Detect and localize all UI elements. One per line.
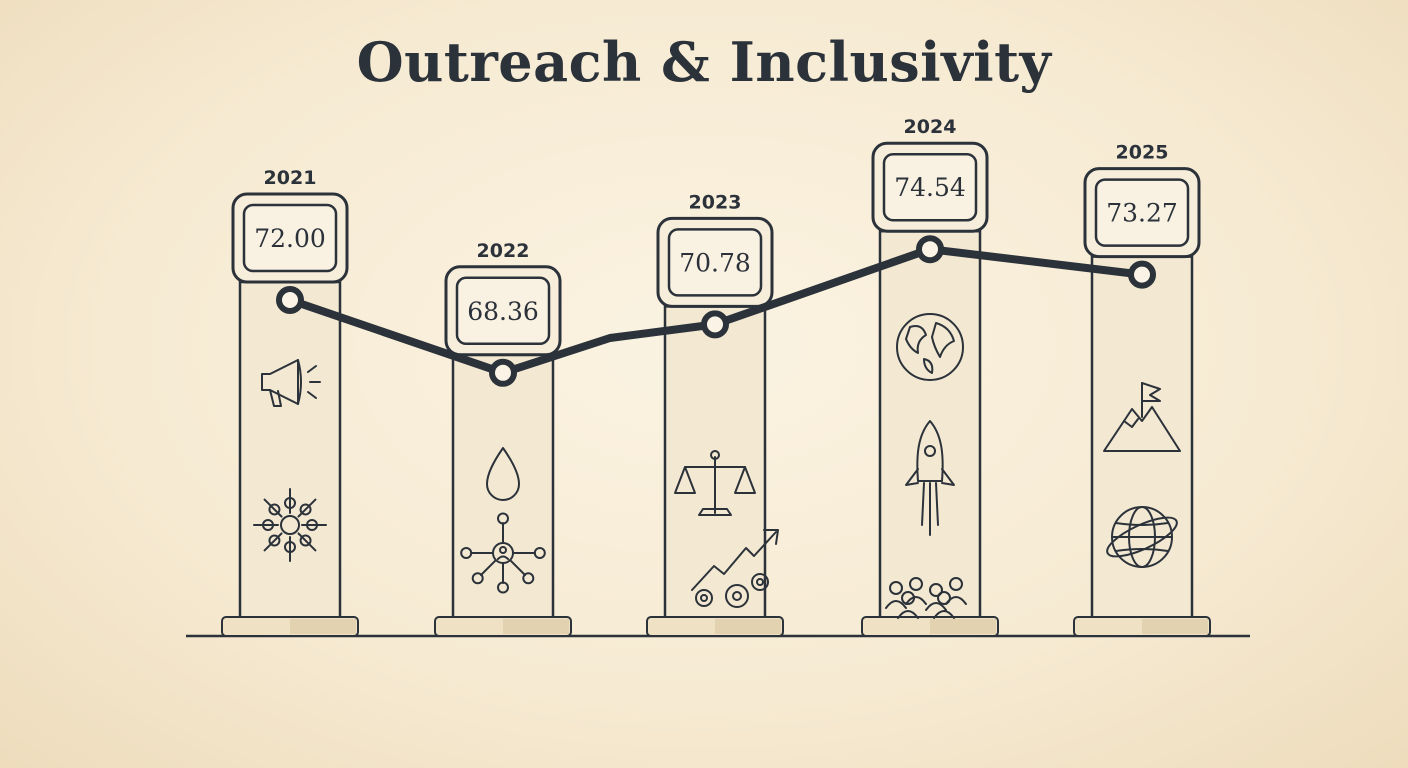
x-tick-label: 2024 bbox=[904, 116, 957, 138]
pillar-column bbox=[1090, 255, 1194, 620]
pillar-base-shade bbox=[503, 619, 569, 634]
x-tick-label: 2025 bbox=[1116, 142, 1169, 164]
x-tick-label: 2022 bbox=[477, 240, 530, 262]
pillar-base-shade bbox=[930, 619, 996, 634]
mountain-flag-icon bbox=[1103, 382, 1181, 452]
rocket-icon bbox=[905, 420, 955, 536]
network-icon bbox=[460, 512, 546, 594]
data-point-2021 bbox=[276, 286, 304, 314]
joined-hands-icon bbox=[253, 488, 327, 562]
value-box-inner bbox=[882, 152, 978, 222]
series-line bbox=[286, 245, 1146, 377]
value-box-inner bbox=[242, 203, 338, 273]
value-box-inner bbox=[1094, 178, 1190, 247]
pillar-base-shade bbox=[290, 619, 356, 634]
growth-gears-icon bbox=[691, 529, 779, 608]
pillar-base-shade bbox=[715, 619, 781, 634]
value-box-inner bbox=[667, 228, 763, 297]
data-label: 73.27 bbox=[1106, 199, 1178, 228]
data-label: 70.78 bbox=[679, 248, 751, 277]
pillar-column bbox=[238, 280, 342, 620]
data-point-2023 bbox=[701, 310, 729, 339]
data-label: 68.36 bbox=[467, 297, 539, 326]
pillar-2021: 72.00 2021 bbox=[221, 167, 359, 637]
pillar-2025: 73.27 2025 bbox=[1073, 142, 1211, 637]
data-label: 72.00 bbox=[254, 224, 326, 253]
pillar-2023: 70.78 2023 bbox=[646, 191, 784, 637]
megaphone-icon bbox=[261, 359, 321, 407]
value-box-inner bbox=[455, 276, 551, 346]
globe-orbit-icon bbox=[1106, 506, 1178, 568]
globe-icon bbox=[896, 313, 964, 381]
water-drop-icon bbox=[486, 447, 520, 501]
pillar-column bbox=[878, 229, 982, 620]
data-point-2022 bbox=[489, 358, 517, 387]
data-point-2024 bbox=[916, 235, 944, 264]
chart-title: Outreach & Inclusivity bbox=[356, 30, 1052, 94]
crowd-icon bbox=[885, 577, 967, 619]
x-tick-label: 2023 bbox=[689, 191, 742, 213]
data-label: 74.54 bbox=[894, 173, 966, 202]
pillar-base-shade bbox=[1142, 619, 1208, 634]
data-point-2025 bbox=[1128, 260, 1156, 289]
pillar-2024: 74.54 2024 bbox=[861, 116, 999, 637]
scales-icon bbox=[674, 450, 756, 516]
x-tick-label: 2021 bbox=[264, 167, 317, 189]
